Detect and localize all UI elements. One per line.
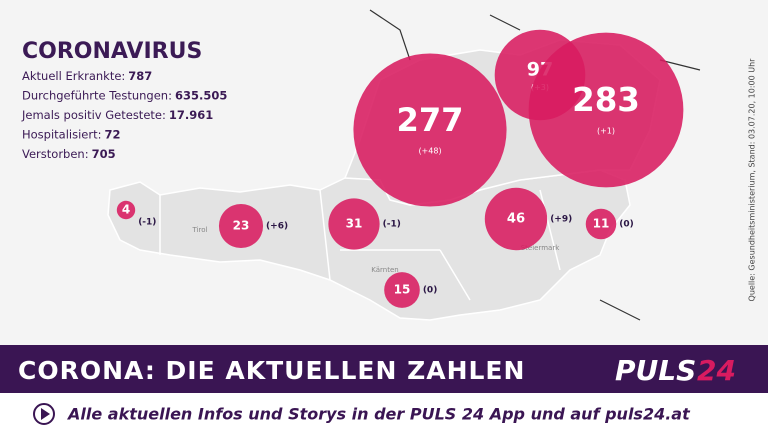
- bubble-change: (0): [619, 220, 634, 230]
- stat-label: Aktuell Erkrankte:: [22, 69, 125, 83]
- stat-label: Verstorben:: [22, 147, 89, 161]
- bubble: [116, 200, 136, 220]
- bubble: [585, 208, 617, 240]
- neighbor-borders: [369, 9, 701, 321]
- bubble-change: (+9): [550, 215, 572, 225]
- stat-value: 72: [105, 128, 121, 142]
- bubble-change: (+1): [597, 127, 615, 136]
- bubble: [353, 53, 507, 207]
- bubble: [218, 203, 264, 249]
- bubble-value: 277: [396, 101, 463, 139]
- stat-value: 705: [92, 147, 116, 161]
- stat: Durchgeführte Testungen: 635.505: [22, 89, 227, 103]
- stat-label: Hospitalisiert:: [22, 128, 102, 142]
- logo-number: 24: [697, 354, 736, 387]
- bubble-value: 46: [507, 212, 525, 227]
- map-label: Kärnten: [371, 266, 398, 274]
- bubble: [528, 32, 684, 188]
- source: Quelle: Gesundheitsministerium, Stand: 0…: [748, 58, 757, 302]
- title: CORONAVIRUS: [22, 39, 202, 64]
- stat: Aktuell Erkrankte: 787: [22, 69, 152, 83]
- map-label: Steiermark: [521, 244, 560, 252]
- bubble-value: 23: [233, 219, 250, 233]
- ticker-bar: [0, 398, 768, 432]
- play-triangle: [41, 408, 50, 420]
- bubble-value: 31: [346, 217, 363, 231]
- headline: CORONA: DIE AKTUELLEN ZAHLEN: [18, 356, 525, 385]
- bubble: [384, 272, 420, 308]
- stat-value: 787: [128, 69, 152, 83]
- logo-text: PULS: [615, 354, 696, 387]
- bubble-change: (-1): [383, 220, 401, 230]
- stats: Aktuell Erkrankte: 787 Durchgeführte Testu…: [21, 69, 227, 161]
- play-icon: [33, 403, 55, 425]
- stat-label: Jemals positiv Getestete:: [21, 108, 166, 122]
- stat: Jemals positiv Getestete: 17.961: [21, 108, 213, 122]
- stat-label: Durchgeführte Testungen:: [22, 89, 172, 103]
- bubble-value: 4: [122, 203, 130, 217]
- region-borders: [159, 189, 561, 301]
- map-label: Tirol: [192, 226, 208, 234]
- bubble-change: (0): [423, 286, 438, 296]
- stat-value: 17.961: [169, 108, 213, 122]
- bubble-change: (+48): [418, 146, 441, 155]
- stat-value: 635.505: [175, 89, 227, 103]
- banner: [0, 345, 768, 393]
- bubbles: 4 (-1) 23 (+6) 31 (-1) 15 (0) 46 (+9) 11 (0) 277 (+48…: [116, 29, 684, 308]
- bubble-change: (+6): [266, 222, 288, 232]
- bubble-change: (-1): [138, 218, 156, 228]
- map-labels: Tirol Kärnten Steiermark: [192, 226, 561, 274]
- bubble-value: 15: [394, 283, 411, 297]
- stat: Hospitalisiert: 72: [22, 128, 121, 142]
- bubble: [484, 187, 548, 251]
- ticker: Alle aktuellen Infos und Storys in der P…: [66, 405, 691, 424]
- stat: Verstorben: 705: [22, 147, 116, 161]
- bubble-value: 11: [593, 217, 610, 231]
- bubble: [328, 198, 380, 250]
- bubble-value: 283: [572, 81, 640, 119]
